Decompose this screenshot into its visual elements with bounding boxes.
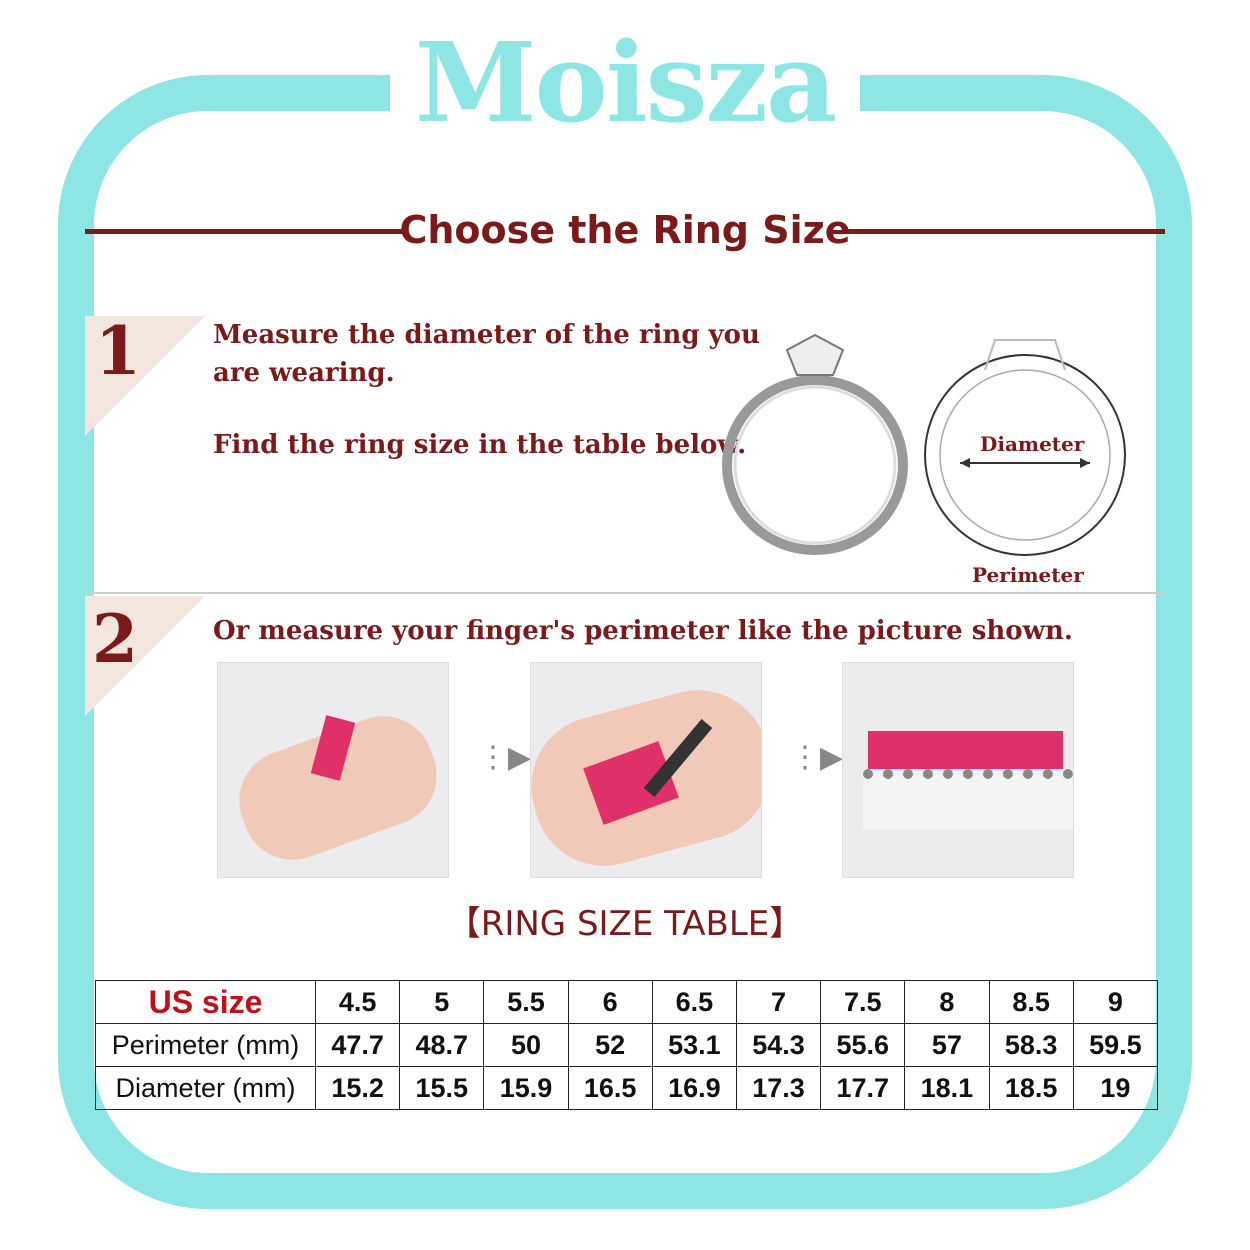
cell: 47.7 [314,1023,401,1067]
cell: 50 [483,1023,569,1067]
table-row-perimeter: Perimeter (mm) 47.7 48.7 50 52 53.1 54.3 55.6 5… [95,1023,1159,1067]
arrow-icon: ⋮▶ [790,740,844,775]
cell: 7 [735,980,822,1024]
cell: 8 [904,980,990,1024]
table-title: 【RING SIZE TABLE】 [446,904,804,944]
cell: 54.3 [735,1023,822,1067]
title-rule-right [845,229,1165,234]
row-header: Perimeter (mm) [95,1023,316,1067]
cell: 6 [567,980,653,1024]
cell: 18.1 [904,1066,990,1110]
finger-mark-photo [530,662,762,878]
step-1-number: 1 [95,312,141,390]
cell: 4.5 [314,980,401,1024]
cell: 18.5 [988,1066,1074,1110]
ring-diagram [722,333,1126,556]
cell: 19 [1072,1066,1159,1110]
row-header: Diameter (mm) [95,1066,316,1110]
title-rule-left [85,229,403,234]
page-title: Choose the Ring Size [399,208,851,252]
cell: 15.2 [314,1066,401,1110]
cell: 16.5 [567,1066,653,1110]
cell: 5 [399,980,485,1024]
perimeter-label: Perimeter [972,563,1084,587]
table-row-us-size: US size 4.5 5 5.5 6 6.5 7 7.5 8 8.5 9 [95,980,1159,1024]
cell: 52 [567,1023,653,1067]
cell: 9 [1072,980,1159,1024]
ruler-photo [842,662,1074,878]
cell: 53.1 [651,1023,737,1067]
table-row-diameter: Diameter (mm) 15.2 15.5 15.9 16.5 16.9 17.3 17… [95,1066,1159,1110]
step-1-line: are wearing. [213,358,395,388]
cell: 58.3 [988,1023,1074,1067]
cell: 6.5 [651,980,737,1024]
ring-size-table: US size 4.5 5 5.5 6 6.5 7 7.5 8 8.5 9 Perimeter (… [95,980,1159,1110]
arrow-icon: ⋮▶ [478,740,532,775]
cell: 59.5 [1072,1023,1159,1067]
cell: 48.7 [399,1023,485,1067]
row-header: US size [95,980,316,1024]
step-1-line: Measure the diameter of the ring you [213,320,760,350]
cell: 57 [904,1023,990,1067]
step-1-line: Find the ring size in the table below. [213,430,747,460]
cell: 17.7 [820,1066,906,1110]
cell: 8.5 [988,980,1074,1024]
step-2-number: 2 [92,600,138,678]
cell: 7.5 [820,980,906,1024]
section-divider [85,592,1165,594]
cell: 17.3 [735,1066,822,1110]
cell: 5.5 [483,980,569,1024]
cell: 15.9 [483,1066,569,1110]
finger-wrap-photo [217,662,449,878]
cell: 55.6 [820,1023,906,1067]
step-1-text: Measure the diameter of the ring you are… [213,316,760,464]
step-2-text: Or measure your finger's perimeter like … [213,616,1073,646]
brand-logo: Moisza [414,18,838,147]
cell: 15.5 [399,1066,485,1110]
cell: 16.9 [651,1066,737,1110]
diameter-label: Diameter [980,432,1085,456]
